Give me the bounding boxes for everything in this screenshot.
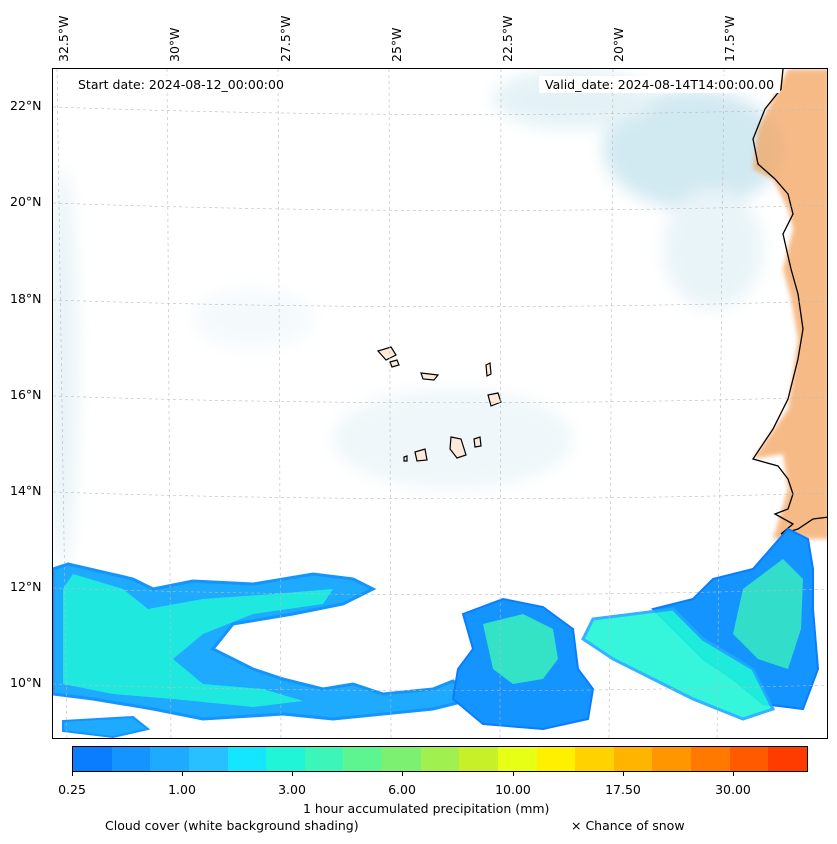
colorbar-segment (73, 747, 112, 771)
colorbar-tick-mark (292, 772, 293, 776)
colorbar-segment (382, 747, 421, 771)
colorbar-segment (343, 747, 382, 771)
map-canvas (53, 69, 827, 738)
latitude-label: 16°N (10, 387, 42, 402)
colorbar-segment (227, 747, 267, 771)
map-area[interactable] (52, 68, 828, 739)
colorbar-segment (150, 747, 189, 771)
start-date-label: Start date: 2024-08-12_00:00:00 (72, 76, 290, 93)
colorbar-segment (729, 747, 769, 771)
longitude-label: 27.5°W (278, 15, 293, 62)
longitude-label: 32.5°W (56, 15, 71, 62)
colorbar-tick-mark (623, 772, 624, 776)
longitude-label: 17.5°W (722, 15, 737, 62)
colorbar-tick-label: 1.00 (168, 782, 196, 797)
precipitation-colorbar (72, 746, 808, 772)
colorbar-segment (266, 747, 305, 771)
colorbar-segment (188, 747, 228, 771)
latitude-label: 12°N (10, 579, 42, 594)
snow-caption: × Chance of snow (571, 818, 685, 833)
colorbar-tick-label: 17.50 (605, 782, 641, 797)
colorbar-segment (459, 747, 498, 771)
colorbar-segment (575, 747, 614, 771)
latitude-label: 18°N (10, 291, 42, 306)
coastline (751, 69, 827, 535)
colorbar-tick-mark (402, 772, 403, 776)
colorbar-tick-label: 3.00 (278, 782, 306, 797)
latitude-label: 10°N (10, 675, 42, 690)
latitude-label: 22°N (10, 98, 42, 113)
colorbar-tick-mark (182, 772, 183, 776)
cloud-cover-layer (53, 69, 783, 569)
colorbar-segment (652, 747, 691, 771)
colorbar-tick-label: 30.00 (715, 782, 751, 797)
land-shading-layer (753, 69, 827, 539)
valid-date-label: Valid_date: 2024-08-14T14:00:00.00 (539, 76, 781, 93)
colorbar-segment (768, 747, 807, 771)
colorbar-segment (111, 747, 151, 771)
precipitation-layer (53, 527, 820, 738)
colorbar-segment (691, 747, 730, 771)
longitude-label: 20°W (611, 27, 626, 62)
longitude-label: 25°W (389, 27, 404, 62)
colorbar-tick-mark (513, 772, 514, 776)
colorbar-segment (613, 747, 653, 771)
colorbar-tick-label: 6.00 (388, 782, 416, 797)
graticule (53, 69, 827, 738)
colorbar-tick-mark (72, 772, 73, 776)
colorbar-segment (536, 747, 576, 771)
colorbar-label: 1 hour accumulated precipitation (mm) (303, 801, 550, 816)
colorbar-segment (420, 747, 460, 771)
colorbar-tick-label: 10.00 (495, 782, 531, 797)
colorbar-segment (497, 747, 537, 771)
latitude-label: 14°N (10, 483, 42, 498)
colorbar-segment (304, 747, 344, 771)
latitude-label: 20°N (10, 194, 42, 209)
longitude-label: 30°W (167, 27, 182, 62)
longitude-label: 22.5°W (500, 15, 515, 62)
colorbar-tick-label: 0.25 (58, 782, 86, 797)
colorbar-tick-mark (733, 772, 734, 776)
cloud-cover-caption: Cloud cover (white background shading) (105, 818, 359, 833)
